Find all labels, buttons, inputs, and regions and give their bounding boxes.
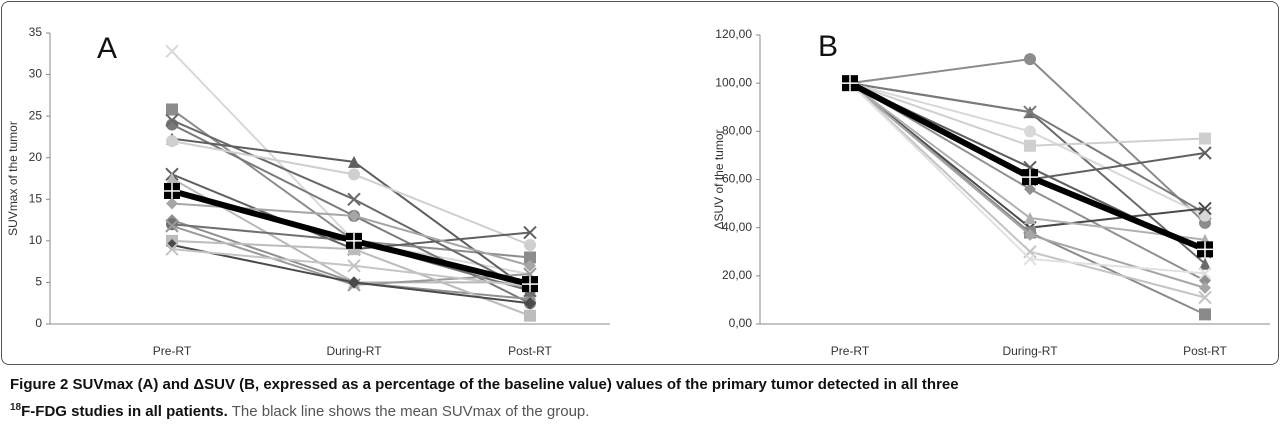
- y-axis-label: SUVmax of the tumor: [6, 121, 20, 236]
- marker: [1024, 125, 1036, 138]
- marker: [1024, 228, 1036, 241]
- marker: [347, 259, 361, 273]
- marker: [348, 276, 360, 289]
- x-tick-label: Pre-RT: [153, 344, 192, 358]
- panel-label: B: [818, 30, 838, 63]
- x-tick-label: During-RT: [1002, 344, 1058, 358]
- marker: [1199, 132, 1211, 145]
- marker: [165, 242, 179, 256]
- marker: [348, 168, 360, 181]
- caption-label: Figure 2: [10, 376, 69, 393]
- marker: [1199, 308, 1211, 321]
- marker: [166, 103, 178, 116]
- marker: [1198, 201, 1212, 216]
- marker: [1199, 257, 1211, 270]
- y-tick-label: 5: [35, 275, 42, 289]
- y-tick-label: 0: [35, 316, 42, 330]
- y-tick-label: 15: [29, 191, 43, 205]
- y-tick-label: 10: [29, 233, 43, 247]
- marker: [166, 135, 178, 148]
- y-tick-label: 20: [29, 150, 43, 164]
- x-tick-label: Post-RT: [1183, 344, 1227, 358]
- y-tick-label: 100,00: [715, 75, 752, 89]
- marker: [1023, 252, 1037, 266]
- marker: [1024, 53, 1036, 66]
- y-tick-label: 35: [29, 25, 43, 39]
- marker: [166, 239, 178, 252]
- marker: [348, 155, 360, 168]
- marker: [166, 172, 178, 185]
- marker: [524, 309, 536, 322]
- y-tick-label: 25: [29, 108, 43, 122]
- marker: [1024, 212, 1036, 225]
- y-tick-label: 30: [29, 67, 43, 81]
- y-axis-label: ΔSUV of the tumor: [712, 129, 726, 229]
- marker: [1023, 105, 1037, 119]
- y-tick-label: 40,00: [722, 220, 752, 234]
- marker: [524, 239, 536, 252]
- figure-frame: [1, 1, 1279, 365]
- caption: Figure 2 SUVmax (A) and ΔSUV (B, express…: [10, 373, 1272, 423]
- marker: [348, 209, 360, 222]
- chart: 0 5 10 15 20 25 30 35 Pre-RT During-RT Post-RT A SUV…: [6, 25, 1270, 358]
- marker: [524, 251, 536, 264]
- y-tick-label: 80,00: [722, 124, 752, 138]
- marker: [524, 297, 536, 310]
- marker: [165, 44, 179, 58]
- marker: [1198, 146, 1212, 160]
- marker: [1024, 183, 1036, 196]
- y-tick-label: 60,00: [722, 172, 752, 186]
- x-tick-label: During-RT: [326, 344, 382, 358]
- marker: [1198, 266, 1212, 281]
- series-line: [849, 82, 1206, 229]
- caption-superscript: 18: [10, 402, 22, 413]
- panel-label: A: [97, 32, 117, 65]
- marker: [523, 225, 537, 240]
- caption-text: The black line shows the mean SUVmax of …: [231, 403, 590, 420]
- marker: [166, 197, 178, 210]
- y-tick-label: 120,00: [715, 27, 752, 41]
- marker: [166, 218, 178, 231]
- series-line: [171, 177, 530, 284]
- y-tick-label: 20,00: [722, 268, 752, 282]
- caption-bold-2: F-FDG studies in all patients.: [21, 403, 228, 420]
- marker: [1024, 139, 1036, 152]
- x-tick-label: Post-RT: [508, 344, 552, 358]
- marker: [1198, 290, 1212, 305]
- marker: [347, 192, 361, 206]
- marker: [1199, 281, 1211, 294]
- x-tick-label: Pre-RT: [831, 344, 870, 358]
- caption-bold: SUVmax (A) and ΔSUV (B, expressed as a p…: [72, 376, 959, 393]
- marker: [165, 219, 179, 233]
- y-tick-label: 0,00: [729, 316, 753, 330]
- marker: [165, 113, 179, 128]
- marker: [524, 259, 536, 272]
